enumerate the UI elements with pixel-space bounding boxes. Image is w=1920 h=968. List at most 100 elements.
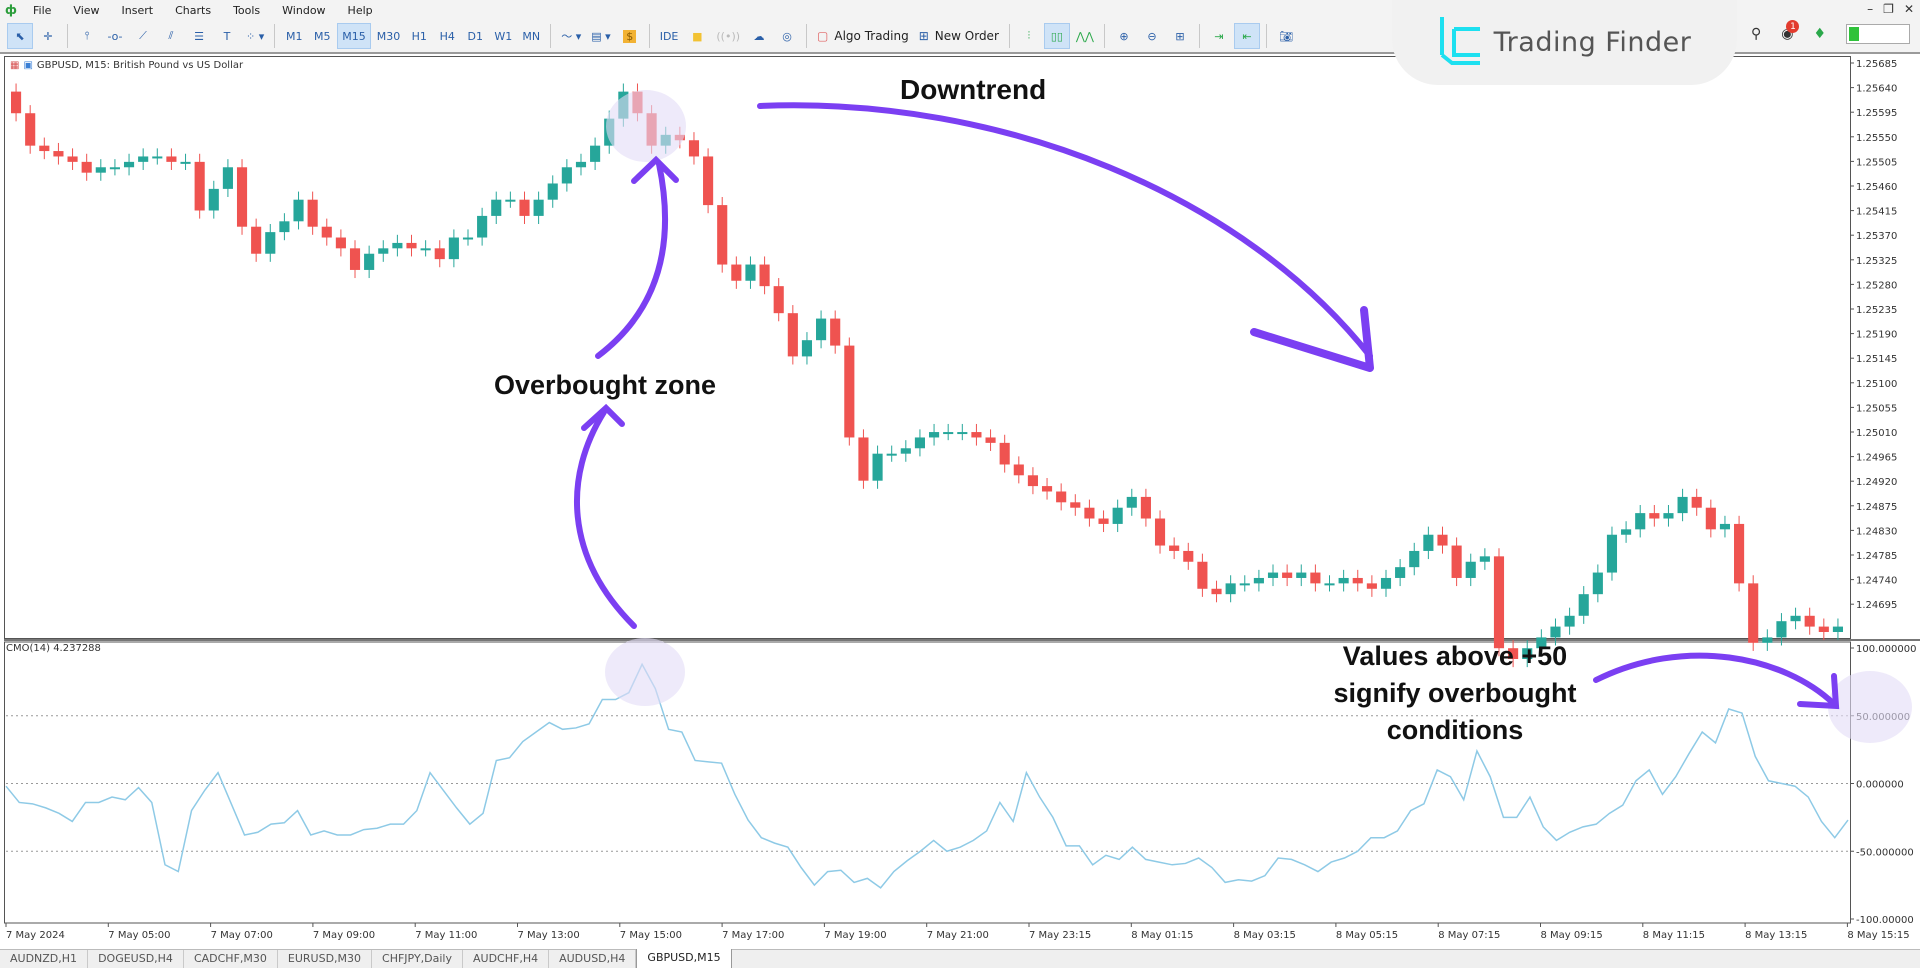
notification-badge: 1	[1786, 20, 1800, 33]
services-button[interactable]: ◎	[774, 23, 800, 49]
tab-chfjpy-daily[interactable]: CHFJPY,Daily	[372, 950, 463, 968]
shopping-bag-icon: ■	[692, 29, 703, 43]
menu-help[interactable]: Help	[347, 3, 373, 17]
text-tool-button[interactable]: T	[214, 23, 240, 49]
new-order-button[interactable]: ⊞ New Order	[915, 23, 1003, 49]
notifications-button[interactable]: ◉ 1	[1781, 20, 1800, 42]
chart-window[interactable]: 1.25685 1.25640 1.25595 1.25550 1.25505 1.254…	[4, 56, 1920, 949]
chart-canvas[interactable]: 1.25685 1.25640 1.25595 1.25550 1.25505 1.254…	[4, 56, 1920, 949]
new-order-label: New Order	[934, 29, 999, 43]
timeframe-m30[interactable]: M30	[376, 29, 401, 43]
svg-text:-50.000000: -50.000000	[1856, 847, 1914, 858]
dollar-icon: $	[623, 29, 637, 43]
minimize-icon[interactable]: –	[1867, 2, 1874, 16]
note-line-3: conditions	[1386, 715, 1524, 745]
line-chart-icon: ⋀⋀	[1075, 29, 1094, 43]
templates-button[interactable]: ▤ ▾	[587, 23, 614, 49]
tab-dogeusd-h4[interactable]: DOGEUSD,H4	[88, 950, 184, 968]
svg-text:8 May 15:15: 8 May 15:15	[1847, 930, 1909, 941]
horizontal-line-icon: -o-	[107, 29, 123, 43]
zoom-out-button[interactable]: ⊖	[1139, 23, 1165, 49]
market-bag-button[interactable]: ■	[684, 23, 710, 49]
svg-text:1.25640: 1.25640	[1856, 84, 1897, 95]
svg-text:0.000000: 0.000000	[1856, 780, 1904, 791]
timeframe-m1[interactable]: M1	[286, 29, 303, 43]
svg-text:7 May 17:00: 7 May 17:00	[722, 930, 784, 941]
svg-text:1.25190: 1.25190	[1856, 330, 1897, 341]
menu-tools[interactable]: Tools	[233, 3, 261, 17]
restore-icon[interactable]: ❐	[1883, 2, 1894, 16]
timeframe-m15[interactable]: M15	[337, 23, 371, 49]
line-chart-button[interactable]: ⋀⋀	[1072, 23, 1098, 49]
tab-eurusd-m30[interactable]: EURUSD,M30	[278, 950, 373, 968]
shapes-button[interactable]: ⁘ ▾	[242, 23, 268, 49]
svg-text:1.25550: 1.25550	[1856, 133, 1897, 144]
menu-view[interactable]: View	[73, 3, 100, 17]
menu-charts[interactable]: Charts	[175, 3, 212, 17]
menu-insert[interactable]: Insert	[121, 3, 154, 17]
svg-text:-100.00000: -100.00000	[1856, 915, 1914, 926]
timeframe-h1[interactable]: H1	[411, 29, 427, 43]
svg-text:7 May 21:00: 7 May 21:00	[927, 930, 989, 941]
svg-text:1.25415: 1.25415	[1856, 207, 1897, 218]
svg-text:8 May 05:15: 8 May 05:15	[1336, 930, 1398, 941]
zoom-in-button[interactable]: ⊕	[1111, 23, 1137, 49]
close-icon[interactable]: ✕	[1903, 2, 1914, 16]
svg-text:7 May 19:00: 7 May 19:00	[824, 930, 886, 941]
autoscroll-button[interactable]: ⇥	[1206, 23, 1232, 49]
svg-text:8 May 13:15: 8 May 13:15	[1745, 930, 1807, 941]
tab-audchf-h4[interactable]: AUDCHF,H4	[463, 950, 550, 968]
autoscroll-icon: ⇥	[1214, 29, 1224, 43]
timeframe-m5[interactable]: M5	[314, 29, 331, 43]
toolbar-divider	[67, 24, 68, 48]
vps-button[interactable]: ☁	[746, 23, 772, 49]
signals-button[interactable]: ((•))	[712, 23, 744, 49]
toolbar-divider	[1265, 24, 1267, 48]
window-controls: – ❐ ✕	[1867, 2, 1914, 16]
svg-text:1.24920: 1.24920	[1856, 477, 1897, 488]
market-button[interactable]: $	[617, 23, 643, 49]
tab-audusd-h4[interactable]: AUDUSD,H4	[549, 950, 637, 968]
timeframe-mn[interactable]: MN	[522, 29, 541, 43]
candlestick-chart-button[interactable]: ▯▯	[1043, 23, 1070, 49]
chart-tabs: AUDNZD,H1 DOGEUSD,H4 CADCHF,M30 EURUSD,M…	[0, 949, 1920, 968]
app-logo-icon: ф	[5, 3, 17, 17]
algo-trading-button[interactable]: ▢ Algo Trading	[813, 23, 913, 49]
timeframe-d1[interactable]: D1	[467, 29, 483, 43]
trading-finder-brand: Trading Finder	[1392, 0, 1737, 85]
tile-windows-button[interactable]: ⊞	[1167, 23, 1193, 49]
channel-button[interactable]: ⫽	[158, 23, 184, 49]
ide-button[interactable]: IDE	[659, 29, 679, 43]
menu-file[interactable]: File	[33, 3, 52, 17]
cursor-tool-button[interactable]: ⬉	[7, 23, 33, 49]
svg-text:8 May 11:15: 8 May 11:15	[1643, 930, 1705, 941]
tab-audnzd-h1[interactable]: AUDNZD,H1	[0, 950, 89, 968]
svg-text:1.25325: 1.25325	[1856, 256, 1897, 267]
svg-text:1.24830: 1.24830	[1856, 526, 1897, 537]
toolbar-divider	[1198, 24, 1200, 48]
fibonacci-button[interactable]: ☰	[186, 23, 212, 49]
tab-cadchf-m30[interactable]: CADCHF,M30	[184, 950, 278, 968]
crosshair-tool-button[interactable]: ✛	[35, 23, 61, 49]
indicator-line-icon: 〜 ▾	[561, 30, 582, 43]
search-icon[interactable]: ⚲	[1750, 26, 1762, 42]
timeframe-w1[interactable]: W1	[494, 29, 513, 43]
bar-chart-button[interactable]: ⫶	[1016, 23, 1042, 49]
timeframe-h4[interactable]: H4	[439, 29, 455, 43]
horizontal-line-button[interactable]: -o-	[102, 23, 128, 49]
trendline-button[interactable]: ⟋	[130, 23, 156, 49]
tab-gbpusd-m15[interactable]: GBPUSD,M15	[636, 949, 732, 968]
trendline-icon: ⟋	[139, 29, 147, 42]
svg-text:7 May 15:00: 7 May 15:00	[620, 930, 682, 941]
svg-text:8 May 07:15: 8 May 07:15	[1438, 930, 1500, 941]
overbought-zone-annotation: Overbought zone	[494, 370, 716, 400]
svg-text:1.25370: 1.25370	[1856, 231, 1897, 242]
svg-text:7 May 07:00: 7 May 07:00	[211, 930, 273, 941]
connection-level-indicator	[1846, 24, 1910, 44]
chart-shift-button[interactable]: ⇤	[1233, 23, 1260, 49]
indicators-button[interactable]: 〜 ▾	[557, 23, 585, 49]
screenshot-button[interactable]: 📷︎	[1273, 23, 1299, 49]
menu-window[interactable]: Window	[282, 3, 326, 17]
vertical-line-button[interactable]: ⫯	[74, 23, 100, 49]
grid-icon: ⊞	[1175, 29, 1185, 43]
